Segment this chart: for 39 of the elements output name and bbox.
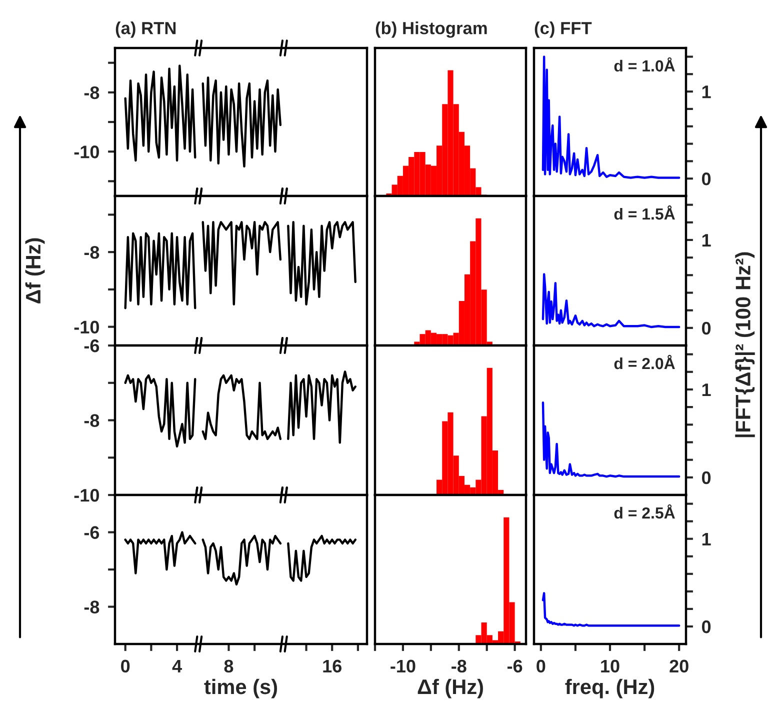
x-axis-title: time (s) bbox=[204, 678, 278, 698]
x-tick-label: 10 bbox=[601, 660, 620, 673]
x-tick-label: 8 bbox=[224, 660, 234, 673]
y-tick-label: 1 bbox=[702, 532, 711, 546]
x-axis-title: Δf (Hz) bbox=[418, 678, 483, 698]
x-tick-label: 0 bbox=[121, 660, 130, 673]
y-tick-label: -8 bbox=[84, 86, 100, 100]
annotation: d = 1.0Å bbox=[614, 57, 675, 72]
y-tick-label: -10 bbox=[74, 146, 99, 158]
y-tick-label: 0 bbox=[702, 471, 711, 484]
y-tick-label: -8 bbox=[84, 600, 100, 614]
y-axis-title: |FFT{Δf}|² (100 Hz²) bbox=[735, 252, 755, 438]
y-tick-label: 0 bbox=[702, 322, 711, 335]
y-tick-label: 0 bbox=[702, 620, 711, 634]
y-tick-label: -8 bbox=[84, 414, 100, 427]
x-tick-label: 16 bbox=[323, 660, 342, 673]
chart-title: (a) RTN bbox=[116, 22, 176, 38]
annotation: d = 1.5Å bbox=[614, 205, 675, 220]
y-tick-label: -8 bbox=[84, 246, 100, 259]
x-axis-title: freq. (Hz) bbox=[565, 678, 654, 698]
y-tick-label: 0 bbox=[702, 172, 711, 186]
x-tick-label: -10 bbox=[390, 660, 416, 673]
y-tick-label: 1 bbox=[702, 86, 711, 98]
y-tick-label: -10 bbox=[74, 488, 99, 502]
y-tick-label: -10 bbox=[74, 320, 99, 334]
y-tick-label: 1 bbox=[702, 234, 711, 247]
chart-title: (c) FFT bbox=[534, 22, 592, 38]
y-tick-label: -6 bbox=[84, 339, 100, 352]
x-tick-label: 20 bbox=[670, 660, 688, 673]
chart-title: (b) Histogram bbox=[376, 22, 487, 38]
annotation: d = 2.5Å bbox=[614, 504, 675, 519]
x-tick-label: 4 bbox=[172, 660, 182, 672]
y-axis-title: Δf (Hz) bbox=[25, 238, 45, 304]
x-tick-label: -6 bbox=[507, 660, 522, 673]
annotation: d = 2.0Å bbox=[614, 354, 675, 370]
x-tick-label: -8 bbox=[452, 660, 466, 673]
x-tick-label: 0 bbox=[536, 660, 546, 673]
y-tick-label: 1 bbox=[702, 384, 711, 396]
y-tick-label: -6 bbox=[84, 526, 100, 539]
